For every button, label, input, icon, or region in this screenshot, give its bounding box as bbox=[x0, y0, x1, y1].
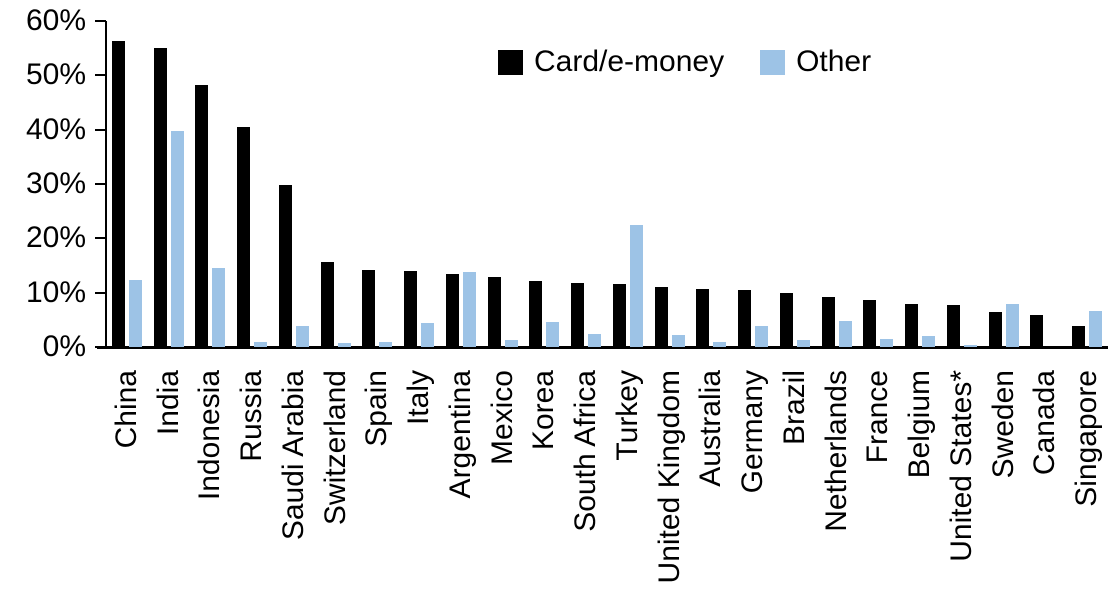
bar-card-e-money-united-kingdom bbox=[654, 287, 668, 347]
bar-other-netherlands bbox=[838, 320, 852, 347]
x-label-france: France bbox=[861, 370, 895, 464]
y-tick-mark-40 bbox=[95, 128, 106, 131]
bar-other-mexico bbox=[504, 339, 518, 347]
y-tick-label-60: 60% bbox=[25, 4, 86, 37]
bar-other-belgium bbox=[922, 336, 936, 347]
y-tick-label-0: 0% bbox=[42, 330, 86, 363]
x-label-sweden: Sweden bbox=[986, 370, 1020, 479]
x-label-argentina: Argentina bbox=[443, 370, 477, 499]
legend-item-card-e-money: Card/e-money bbox=[498, 45, 724, 79]
y-tick-label-50: 50% bbox=[25, 58, 86, 92]
bar-other-turkey bbox=[629, 225, 643, 347]
legend-swatch-card-e-money bbox=[498, 49, 523, 75]
bar-other-korea bbox=[546, 322, 560, 347]
bar-other-argentina bbox=[462, 272, 476, 347]
bar-other-south-africa bbox=[588, 333, 602, 347]
y-tick-mark-20 bbox=[95, 237, 106, 240]
bar-other-china bbox=[128, 280, 142, 347]
legend: Card/e-money Other bbox=[498, 45, 871, 79]
bar-other-sweden bbox=[1005, 304, 1019, 347]
bar-card-e-money-korea bbox=[529, 280, 543, 347]
bar-card-e-money-mexico bbox=[487, 276, 501, 347]
bar-card-e-money-united-states bbox=[946, 304, 960, 347]
x-label-saudi-arabia: Saudi Arabia bbox=[276, 370, 310, 541]
x-label-brazil: Brazil bbox=[777, 370, 811, 446]
x-label-netherlands: Netherlands bbox=[819, 370, 853, 532]
bar-other-united-states bbox=[963, 345, 977, 347]
x-label-india: India bbox=[151, 370, 185, 436]
bar-card-e-money-sweden bbox=[988, 311, 1002, 347]
bar-card-e-money-turkey bbox=[612, 283, 626, 347]
y-axis-line bbox=[105, 21, 107, 348]
bar-other-singapore bbox=[1089, 311, 1103, 347]
y-tick-label-20: 20% bbox=[25, 221, 86, 255]
bar-card-e-money-belgium bbox=[905, 303, 919, 347]
bar-other-united-kingdom bbox=[671, 334, 685, 347]
bar-card-e-money-south-africa bbox=[571, 283, 585, 347]
x-label-turkey: Turkey bbox=[610, 370, 644, 461]
bar-other-brazil bbox=[796, 340, 810, 347]
x-label-mexico: Mexico bbox=[485, 370, 519, 466]
x-label-china: China bbox=[109, 370, 143, 449]
x-label-south-africa: South Africa bbox=[569, 370, 603, 532]
x-label-singapore: Singapore bbox=[1070, 370, 1104, 507]
y-tick-mark-60 bbox=[95, 20, 106, 22]
bar-other-germany bbox=[755, 325, 769, 347]
x-label-germany: Germany bbox=[736, 370, 770, 494]
bar-card-e-money-france bbox=[863, 300, 877, 347]
bar-card-e-money-spain bbox=[362, 270, 376, 347]
legend-item-other: Other bbox=[760, 45, 871, 79]
y-tick-mark-10 bbox=[95, 291, 106, 294]
y-tick-label-40: 40% bbox=[25, 112, 86, 146]
bar-card-e-money-china bbox=[111, 41, 125, 347]
y-tick-label-30: 30% bbox=[25, 167, 86, 200]
bar-card-e-money-canada bbox=[1030, 314, 1044, 347]
bar-card-e-money-argentina bbox=[445, 274, 459, 347]
bar-other-italy bbox=[421, 322, 435, 347]
bar-other-indonesia bbox=[212, 268, 226, 347]
x-label-korea: Korea bbox=[527, 370, 561, 451]
bar-card-e-money-saudi-arabia bbox=[278, 185, 292, 347]
x-label-united-states: United States* bbox=[944, 370, 978, 562]
y-tick-label-10: 10% bbox=[25, 275, 86, 309]
bar-card-e-money-germany bbox=[738, 289, 752, 347]
bar-other-australia bbox=[713, 341, 727, 347]
y-tick-mark-50 bbox=[95, 74, 106, 77]
bar-card-e-money-russia bbox=[237, 126, 251, 347]
bar-card-e-money-brazil bbox=[779, 292, 793, 347]
x-label-russia: Russia bbox=[235, 370, 269, 462]
bar-card-e-money-netherlands bbox=[821, 297, 835, 347]
x-label-indonesia: Indonesia bbox=[193, 370, 227, 501]
bar-card-e-money-italy bbox=[404, 270, 418, 347]
bar-other-saudi-arabia bbox=[295, 325, 309, 347]
x-label-switzerland: Switzerland bbox=[318, 370, 352, 526]
bar-other-russia bbox=[254, 341, 268, 347]
x-axis-line bbox=[97, 346, 1108, 349]
bar-other-spain bbox=[379, 342, 393, 347]
bar-card-e-money-india bbox=[153, 48, 167, 347]
bar-card-e-money-australia bbox=[696, 288, 710, 347]
bar-card-e-money-indonesia bbox=[195, 84, 209, 347]
x-label-united-kingdom: United Kingdom bbox=[652, 370, 686, 584]
x-label-australia: Australia bbox=[694, 370, 728, 487]
x-label-canada: Canada bbox=[1028, 370, 1062, 476]
legend-label-other: Other bbox=[796, 45, 872, 78]
y-tick-mark-30 bbox=[95, 183, 106, 185]
legend-swatch-other bbox=[760, 49, 786, 75]
x-label-spain: Spain bbox=[360, 370, 394, 447]
legend-label-card-e-money: Card/e-money bbox=[534, 45, 725, 78]
bar-card-e-money-switzerland bbox=[320, 262, 334, 347]
x-label-belgium: Belgium bbox=[903, 370, 937, 479]
bar-other-switzerland bbox=[337, 343, 351, 347]
bar-other-france bbox=[880, 338, 894, 347]
x-label-italy: Italy bbox=[402, 370, 436, 426]
bar-card-e-money-singapore bbox=[1072, 325, 1086, 347]
bar-other-india bbox=[170, 131, 184, 347]
